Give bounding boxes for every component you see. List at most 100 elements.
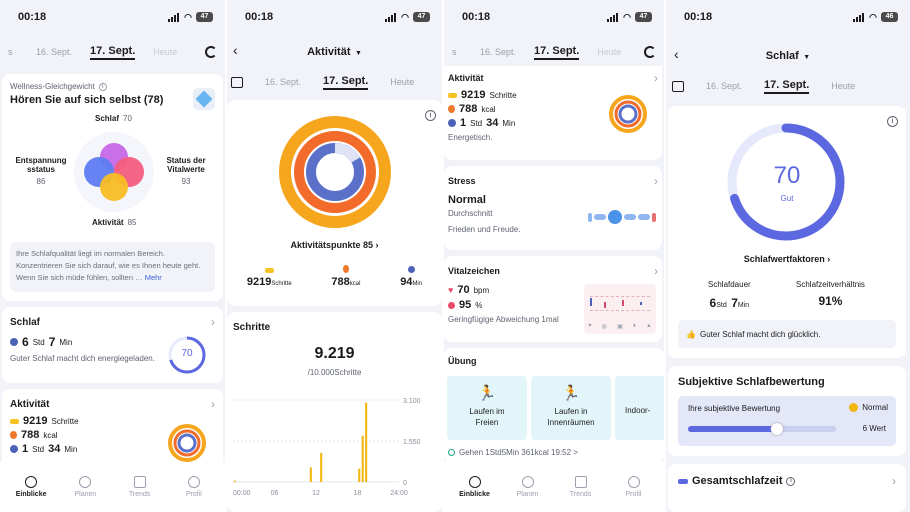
wellness-flower <box>74 132 154 212</box>
more-link[interactable]: Mehr <box>144 273 162 282</box>
tab-date-17[interactable]: 17. Sept. <box>764 79 810 94</box>
tab-date-prev-partial[interactable]: s <box>8 47 13 57</box>
steps-total: 9.219 <box>314 345 355 362</box>
tab-date-16[interactable]: 16. Sept. <box>480 47 517 57</box>
sleep-tip: 👍 Guter Schlaf macht dich glücklich. <box>678 320 896 348</box>
signal-icon <box>853 12 865 22</box>
tab-date-17[interactable]: 17. Sept. <box>90 45 136 60</box>
flame-icon <box>342 265 349 273</box>
tab-date-17[interactable]: 17. Sept. <box>323 75 369 90</box>
nav-profile-label: Profil <box>185 491 202 498</box>
exercise-title: Übung <box>448 356 477 366</box>
tab-date-16[interactable]: 16. Sept. <box>706 81 743 91</box>
nav-plan[interactable]: Planen <box>60 476 110 498</box>
exercise-outdoor-run[interactable]: 🏃 Laufen im Freien <box>447 376 527 440</box>
calendar-icon[interactable] <box>672 80 684 92</box>
sleep-duration-label: Schlafdauer <box>708 280 751 289</box>
tab-date-today[interactable]: Heute <box>831 81 856 91</box>
panel-activity: 00:18 ◠ 47 ‹ Aktivität ▼ 16. Sept. 17. S… <box>227 0 442 512</box>
activity-rings-large <box>279 116 391 228</box>
chevron-right-icon[interactable]: › <box>654 264 658 278</box>
subjective-card: Subjektive Schlafbewertung Ihre subjekti… <box>668 366 906 456</box>
page-title[interactable]: Schlaf <box>765 50 799 62</box>
chevron-right-icon[interactable]: › <box>654 174 658 188</box>
steps-bar <box>361 435 364 482</box>
sync-icon[interactable] <box>644 46 656 58</box>
activity-card[interactable]: Aktivität › 9219 Schritte 788 kcal 1 Std… <box>2 389 223 469</box>
tab-date-today[interactable]: Heute <box>153 47 178 57</box>
activity-rings <box>168 424 206 462</box>
flower-petal-activity <box>100 173 128 201</box>
tab-date-today[interactable]: Heute <box>390 77 415 87</box>
flame-icon <box>448 105 455 113</box>
info-icon[interactable]: i <box>425 110 436 121</box>
sync-icon[interactable] <box>205 46 217 58</box>
sleep-card[interactable]: Schlaf › 6 Std 7 Min Guter Schlaf macht … <box>2 307 223 383</box>
chevron-right-icon[interactable]: › <box>211 315 215 329</box>
nav-profile-label: Profil <box>625 491 642 498</box>
nav-profile[interactable]: Profil <box>609 476 659 498</box>
activity-minutes-unit: Min <box>64 444 78 454</box>
dropdown-icon[interactable]: ▼ <box>803 54 811 61</box>
page-title[interactable]: Aktivität <box>307 46 351 58</box>
chevron-right-icon[interactable]: › <box>892 474 896 488</box>
shoe-icon <box>448 92 457 98</box>
sleep-ratio: 91% <box>818 294 843 308</box>
last-workout-icon <box>448 449 455 456</box>
total-sleep-card[interactable]: Gesamtschlafzeit i › <box>668 464 906 512</box>
sleep-score-label: Gut <box>780 194 794 203</box>
nav-insights[interactable]: Einblicke <box>450 476 500 498</box>
activity-card[interactable]: Aktivität › 9219 Schritte 788 kcal 1 Std… <box>444 66 662 160</box>
dropdown-icon[interactable]: ▼ <box>354 50 362 57</box>
diamond-icon[interactable] <box>193 88 215 110</box>
signal-icon <box>607 12 619 22</box>
chevron-right-icon[interactable]: › <box>654 71 658 85</box>
activity-rings-card: i Aktivitätspunkte 85 › 9219Schritte 788… <box>227 100 442 306</box>
exercise-indoor-other[interactable]: Indoor- <box>615 376 664 440</box>
tab-date-16[interactable]: 16. Sept. <box>36 47 73 57</box>
wellness-card[interactable]: Wellness-Gleichgewicht i Hören Sie auf s… <box>2 74 223 301</box>
info-icon[interactable]: i <box>786 476 796 486</box>
tab-date-prev-partial[interactable]: s <box>452 47 457 57</box>
last-workout[interactable]: Gehen 1Std5Min 361kcal 19:52 > <box>459 448 578 457</box>
nav-plan[interactable]: Planen <box>503 476 553 498</box>
spo2: 95 <box>459 299 472 311</box>
activity-steps-unit: Schritte <box>51 416 79 426</box>
activity-hours: 1 <box>22 443 29 455</box>
heart-icon: ♥ <box>448 285 454 295</box>
status-bar: 00:18 ◠ 46 <box>666 0 910 34</box>
steps-value: 9219 <box>246 276 272 288</box>
exercise-indoor-run[interactable]: 🏃 Laufen in Innenräumen <box>531 376 611 440</box>
stress-card[interactable]: Stress › Normal Durchschnitt Frieden und… <box>444 166 662 250</box>
steps-x-tick: 24:00 <box>390 490 408 497</box>
tab-date-16[interactable]: 16. Sept. <box>265 77 302 87</box>
nav-plan-label: Planen <box>74 491 97 498</box>
activity-value: 85 <box>127 218 137 227</box>
nav-insights[interactable]: Einblicke <box>6 476 56 498</box>
back-icon[interactable]: ‹ <box>674 46 679 62</box>
minutes-value: 94 <box>400 276 413 288</box>
steps-bar <box>309 467 312 482</box>
exercise-outdoor-run-label: Laufen im Freien <box>469 407 505 427</box>
steps-goal: /10.000Schritte <box>307 368 362 377</box>
tab-date-17[interactable]: 17. Sept. <box>534 45 580 60</box>
status-bar: 00:18 ◠ 47 <box>0 0 225 34</box>
info-icon[interactable]: i <box>98 82 107 91</box>
activity-card-title: Aktivität <box>448 73 484 83</box>
activity-points-link[interactable]: Aktivitätspunkte 85 › <box>290 240 379 250</box>
nav-profile[interactable]: Profil <box>169 476 219 498</box>
sleep-factors-link[interactable]: Schlafwertfaktoren › <box>743 254 831 264</box>
calendar-icon[interactable] <box>231 76 243 88</box>
nav-trends[interactable]: Trends <box>556 476 606 498</box>
tab-date-today[interactable]: Heute <box>597 47 622 57</box>
thumbs-up-icon: 👍 <box>686 329 696 339</box>
nav-trends[interactable]: Trends <box>115 476 165 498</box>
vitals-card[interactable]: Vitalzeichen › ♥ 70 bpm 95 % Geringfügig… <box>444 256 662 342</box>
chevron-right-icon[interactable]: › <box>211 397 215 411</box>
nav-insights-label: Einblicke <box>15 491 47 498</box>
info-icon[interactable]: i <box>887 116 898 127</box>
slider-thumb[interactable] <box>770 423 783 435</box>
subjective-slider[interactable] <box>688 423 836 435</box>
total-sleep-title: Gesamtschlafzeit <box>692 475 783 487</box>
back-icon[interactable]: ‹ <box>233 42 238 58</box>
